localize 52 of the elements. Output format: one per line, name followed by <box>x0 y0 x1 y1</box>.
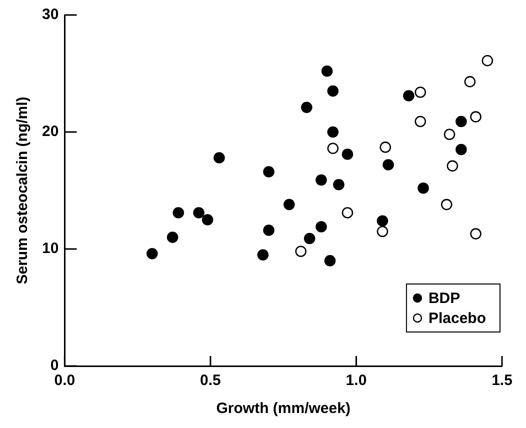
point <box>327 85 339 97</box>
y-axis-title: Serum osteocalcin (ng/ml) <box>14 96 32 284</box>
point <box>446 160 458 172</box>
point <box>470 228 482 240</box>
y-tick-label: 0 <box>50 357 59 374</box>
point <box>376 226 388 238</box>
x-axis-title: Growth (mm/week) <box>216 400 350 418</box>
point <box>456 116 467 128</box>
point <box>456 144 467 156</box>
point <box>324 255 336 266</box>
x-tick-label: 0.0 <box>54 372 76 390</box>
point <box>382 159 394 170</box>
point <box>321 66 333 77</box>
point <box>316 221 327 232</box>
point <box>301 102 312 114</box>
point <box>342 207 354 218</box>
y-tick-label: 10 <box>42 240 59 258</box>
point <box>414 86 426 98</box>
point <box>403 90 414 102</box>
legend-label: Placebo <box>428 310 486 328</box>
point <box>376 215 388 227</box>
point <box>284 198 295 210</box>
point <box>380 142 392 153</box>
point <box>304 232 316 244</box>
point <box>444 128 456 140</box>
point <box>193 207 204 218</box>
point <box>440 198 452 210</box>
point <box>327 142 339 154</box>
point <box>295 246 306 257</box>
point <box>482 54 494 66</box>
x-tick-label: 1.0 <box>346 372 367 390</box>
point <box>316 174 327 186</box>
x-tick-label: 0.5 <box>200 372 221 390</box>
point <box>414 116 426 128</box>
y-tick-label: 20 <box>42 123 59 140</box>
point <box>263 166 274 178</box>
point <box>327 126 339 138</box>
point <box>470 111 482 122</box>
point <box>166 232 178 243</box>
point <box>418 182 429 194</box>
point <box>214 152 225 164</box>
point <box>257 249 269 260</box>
point <box>263 224 274 236</box>
y-tick-label: 30 <box>42 6 59 24</box>
point <box>172 207 184 218</box>
point <box>146 248 158 260</box>
point <box>202 214 214 226</box>
point <box>342 148 354 160</box>
legend-label: BDP <box>428 290 460 308</box>
point <box>333 179 344 190</box>
x-tick-label: 1.5 <box>492 372 512 390</box>
point <box>464 76 476 88</box>
